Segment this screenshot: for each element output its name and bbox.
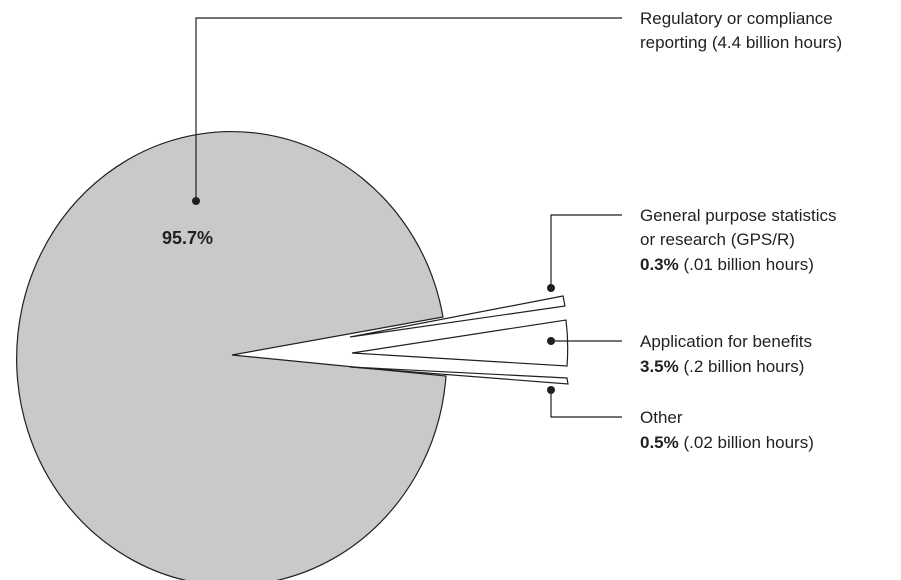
callout-benefits-percent: 3.5% bbox=[640, 357, 679, 376]
leader-dot-other bbox=[547, 386, 555, 394]
callout-gpsr-line3: 0.3% (.01 billion hours) bbox=[640, 255, 814, 274]
slice-regulatory-percent: 95.7% bbox=[162, 228, 213, 248]
callout-gpsr-percent: 0.3% bbox=[640, 255, 679, 274]
callout-benefits-line1: Application for benefits bbox=[640, 332, 812, 351]
leader-gpsr bbox=[550, 214, 622, 288]
leader-dot-regulatory bbox=[192, 197, 200, 205]
leader-regulatory bbox=[195, 17, 622, 201]
callout-gpsr-line1: General purpose statistics bbox=[640, 206, 837, 225]
leader-other bbox=[550, 390, 622, 418]
slice-other bbox=[349, 366, 569, 385]
callout-other-line2: 0.5% (.02 billion hours) bbox=[640, 433, 814, 452]
callout-other-percent: 0.5% bbox=[640, 433, 679, 452]
slice-benefits bbox=[351, 319, 569, 367]
leader-dot-gpsr bbox=[547, 284, 555, 292]
callout-other-detail: (.02 billion hours) bbox=[683, 433, 813, 452]
callout-regulatory-line2: reporting (4.4 billion hours) bbox=[640, 33, 842, 52]
callout-gpsr-detail: (.01 billion hours) bbox=[683, 255, 813, 274]
callout-benefits-detail: (.2 billion hours) bbox=[683, 357, 804, 376]
callout-benefits-line2: 3.5% (.2 billion hours) bbox=[640, 357, 804, 376]
slice-regulatory bbox=[16, 130, 447, 580]
callout-other-line1: Other bbox=[640, 408, 683, 427]
callout-regulatory-line1: Regulatory or compliance bbox=[640, 9, 833, 28]
leader-dot-benefits bbox=[547, 337, 555, 345]
slice-gpsr bbox=[349, 295, 566, 338]
callout-gpsr-line2: or research (GPS/R) bbox=[640, 230, 795, 249]
